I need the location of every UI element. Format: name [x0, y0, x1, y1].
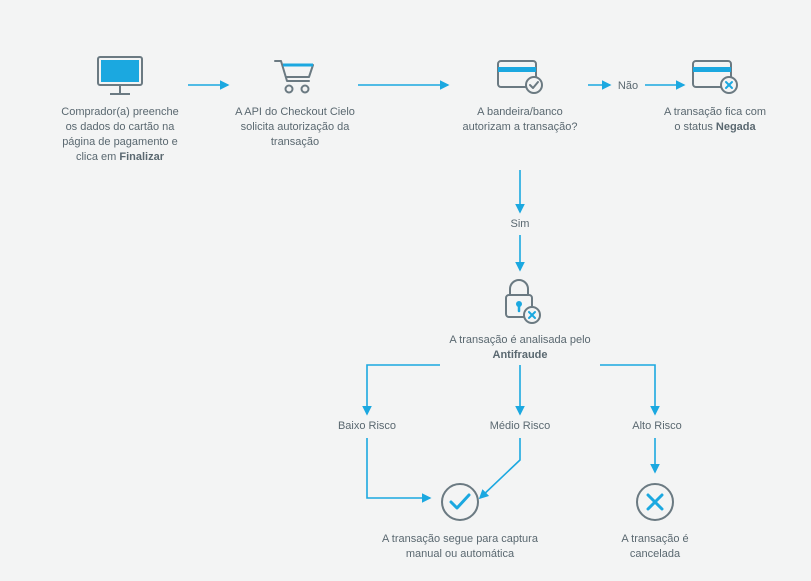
arrow-af-to-high [600, 365, 655, 414]
arrow-low-to-capture [367, 438, 430, 498]
arrows-layer [0, 0, 811, 581]
arrow-af-to-low [367, 365, 440, 414]
arrow-med-to-capture [480, 438, 520, 498]
